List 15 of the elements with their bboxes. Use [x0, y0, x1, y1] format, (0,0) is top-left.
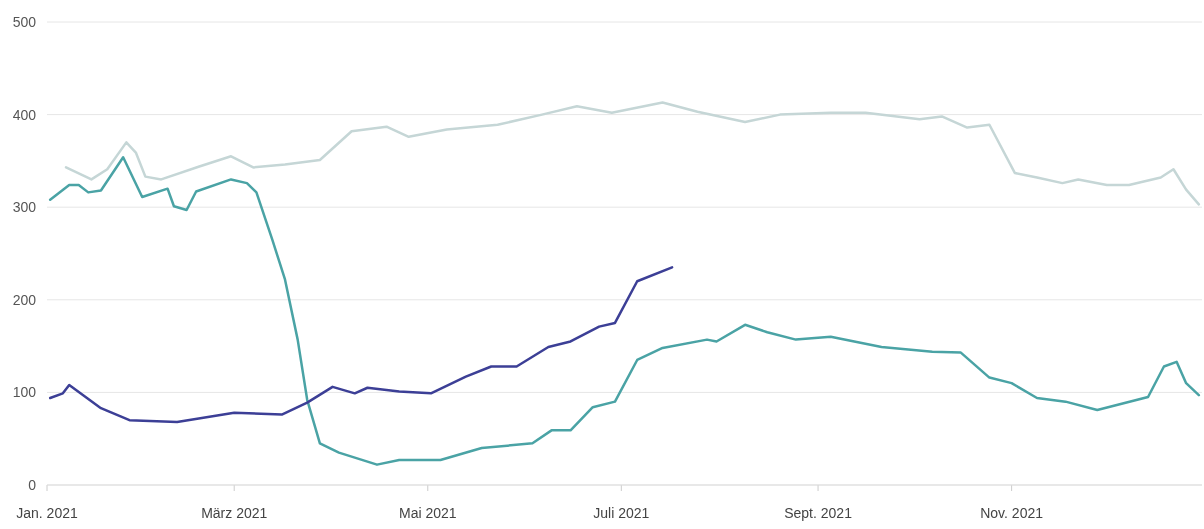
y-tick-label: 500 — [12, 13, 37, 30]
line-series — [48, 155, 1201, 466]
y-tick-label: 400 — [12, 106, 37, 123]
x-tick-label: März 2021 — [201, 505, 268, 521]
x-tick-label: Mai 2021 — [398, 505, 457, 521]
line-series — [48, 266, 674, 424]
x-tick-label: Juli 2021 — [593, 505, 650, 521]
x-tick-label: Nov. 2021 — [980, 505, 1044, 521]
x-tick-label: Jan. 2021 — [16, 505, 78, 521]
y-tick-label: 300 — [12, 199, 37, 216]
y-tick-label: 100 — [12, 384, 37, 401]
line-series — [64, 101, 1201, 206]
y-tick-label: 0 — [28, 476, 37, 493]
y-tick-label: 200 — [12, 291, 37, 308]
x-tick-label: Sept. 2021 — [784, 505, 853, 521]
